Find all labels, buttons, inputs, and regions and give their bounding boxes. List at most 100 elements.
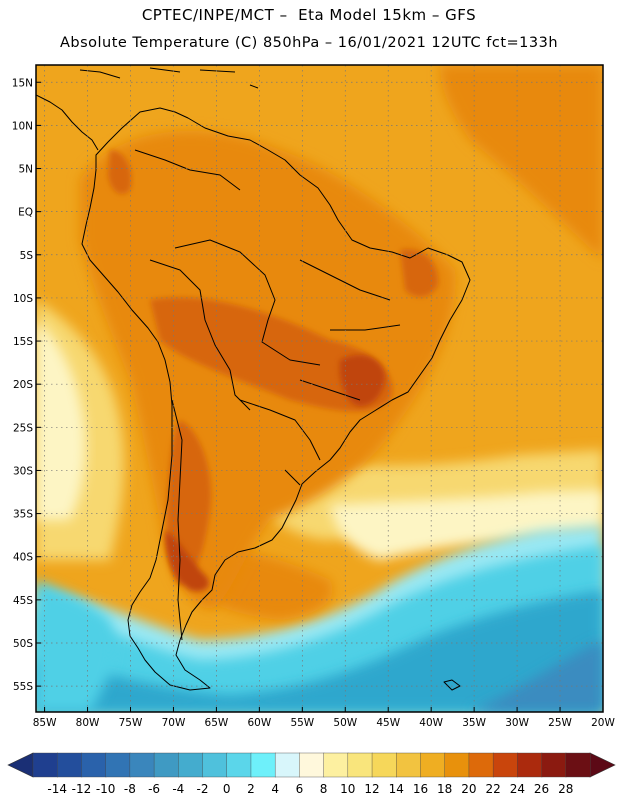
field-southern-cold-deep bbox=[36, 590, 603, 712]
lat-tick-label: 40S bbox=[13, 552, 33, 564]
lat-tick-label: 55S bbox=[13, 681, 33, 693]
border-brazil-states bbox=[299, 259, 401, 401]
colorbar-swatch bbox=[517, 752, 543, 778]
colorbar-swatch bbox=[347, 752, 373, 778]
longitude-axis: 85W 80W 75W 70W 65W 60W 55W 50W 45W 40W 35W 30W 25W 2… bbox=[33, 707, 615, 729]
colorbar-label: 2 bbox=[247, 782, 255, 796]
colorbar-label: 8 bbox=[320, 782, 328, 796]
colorbar-label: 24 bbox=[510, 782, 525, 796]
lon-tick-label: 40W bbox=[419, 717, 443, 729]
lon-tick-label: 65W bbox=[205, 717, 229, 729]
field-south-atlantic-cream bbox=[330, 490, 603, 560]
falkland-islands bbox=[443, 679, 461, 691]
colorbar-label: 10 bbox=[340, 782, 355, 796]
chart-subtitle: Absolute Temperature (C) 850hPa – 16/01/… bbox=[59, 35, 559, 51]
lat-tick-label: 10N bbox=[12, 120, 33, 132]
colorbar-swatch bbox=[468, 752, 494, 778]
lon-tick-label: 45W bbox=[376, 717, 400, 729]
colorbar-swatch bbox=[153, 752, 180, 778]
colorbar-label: 26 bbox=[534, 782, 549, 796]
field-pacific-cream bbox=[36, 320, 86, 520]
lat-tick-label: 50S bbox=[13, 638, 33, 650]
colorbar-label: -6 bbox=[148, 782, 160, 796]
colorbar-label: -10 bbox=[96, 782, 116, 796]
colorbar-label: 20 bbox=[461, 782, 476, 796]
lat-tick-label: 20S bbox=[13, 379, 33, 391]
field-southwest-cold bbox=[36, 580, 114, 712]
colorbar-label: -2 bbox=[197, 782, 209, 796]
colorbar-label: -8 bbox=[124, 782, 136, 796]
colorbar-label: 16 bbox=[413, 782, 428, 796]
colorbar-label: 12 bbox=[364, 782, 379, 796]
colorbar-swatch bbox=[105, 752, 131, 778]
lat-tick-label: 25S bbox=[13, 422, 33, 434]
lat-tick-label: 5N bbox=[18, 164, 33, 176]
colorbar-swatch bbox=[250, 752, 276, 778]
lon-tick-label: 35W bbox=[462, 717, 486, 729]
lon-tick-label: 80W bbox=[76, 717, 100, 729]
lat-tick-label: 5S bbox=[20, 250, 34, 262]
colorbar-swatch bbox=[129, 752, 155, 778]
lat-tick-label: 30S bbox=[13, 465, 33, 477]
colorbar-label: 22 bbox=[485, 782, 500, 796]
lon-tick-label: 85W bbox=[33, 717, 57, 729]
lat-tick-label: 35S bbox=[13, 509, 33, 521]
field-northeast-hot bbox=[400, 249, 439, 297]
colorbar-label: 14 bbox=[389, 782, 404, 796]
colorbar-swatch bbox=[299, 752, 325, 778]
field-patagonia-core bbox=[165, 530, 210, 592]
latitude-axis: 15N 10N 5N EQ 5S 10S 15S 20S 25S 30S 35S 40S 45S 50S 5… bbox=[12, 77, 41, 693]
lon-tick-label: 50W bbox=[333, 717, 357, 729]
field-colombia-hot bbox=[108, 150, 132, 195]
south-america-coastline bbox=[81, 107, 471, 691]
colorbar-min-arrow bbox=[7, 752, 34, 778]
field-southern-frozen bbox=[470, 640, 603, 712]
colorbar-swatch bbox=[444, 752, 470, 778]
colorbar-swatch bbox=[178, 752, 204, 778]
colorbar-swatch bbox=[57, 752, 83, 778]
colorbar-swatch bbox=[396, 752, 422, 778]
colorbar-swatch bbox=[420, 752, 446, 778]
colorbar-swatch bbox=[492, 752, 519, 778]
border-venezuela bbox=[134, 149, 241, 191]
lat-tick-label: EQ bbox=[18, 207, 33, 219]
lon-tick-label: 55W bbox=[290, 717, 314, 729]
colorbar-swatch bbox=[202, 752, 228, 778]
colorbar-label: 18 bbox=[437, 782, 452, 796]
colorbar-label: -4 bbox=[172, 782, 184, 796]
colorbar-swatch bbox=[565, 752, 591, 778]
coastlines bbox=[36, 67, 471, 691]
colorbar-swatch bbox=[32, 752, 58, 778]
colorbar-max-arrow bbox=[589, 752, 616, 778]
lon-tick-label: 60W bbox=[247, 717, 271, 729]
colorbar-label: -12 bbox=[72, 782, 92, 796]
lat-tick-label: 15N bbox=[12, 77, 33, 89]
colorbar-label: -14 bbox=[47, 782, 67, 796]
lat-tick-label: 10S bbox=[13, 293, 33, 305]
colorbar-swatch bbox=[371, 752, 397, 778]
lon-tick-label: 70W bbox=[162, 717, 186, 729]
colorbar-swatch bbox=[274, 752, 301, 778]
central-america-coastline bbox=[36, 94, 99, 151]
map-frame bbox=[35, 64, 604, 713]
lat-tick-label: 15S bbox=[13, 336, 33, 348]
border-brazil-west bbox=[174, 239, 321, 366]
border-paraguay-uruguay bbox=[239, 399, 321, 486]
lon-tick-label: 20W bbox=[591, 717, 615, 729]
temperature-field bbox=[36, 65, 603, 712]
field-north-atlantic-warm bbox=[440, 65, 603, 260]
lon-tick-label: 75W bbox=[119, 717, 143, 729]
chart-title: CPTEC/INPE/MCT – Eta Model 15km – GFS bbox=[141, 6, 477, 24]
colorbar-label: 4 bbox=[271, 782, 279, 796]
border-peru-bolivia bbox=[149, 259, 251, 411]
colorbar: -14 -12 -10 -8 -6 -4 -2 0 2 4 6 8 10 12 14 16 18 20 22 24 26… bbox=[7, 752, 616, 796]
lat-tick-label: 45S bbox=[13, 595, 33, 607]
colorbar-swatch bbox=[541, 752, 567, 778]
caribbean-islands bbox=[79, 67, 259, 89]
lon-tick-label: 30W bbox=[505, 717, 529, 729]
colorbar-swatch bbox=[226, 752, 252, 778]
colorbar-label: 0 bbox=[223, 782, 231, 796]
border-argentina-chile bbox=[171, 399, 183, 641]
colorbar-label: 28 bbox=[558, 782, 573, 796]
